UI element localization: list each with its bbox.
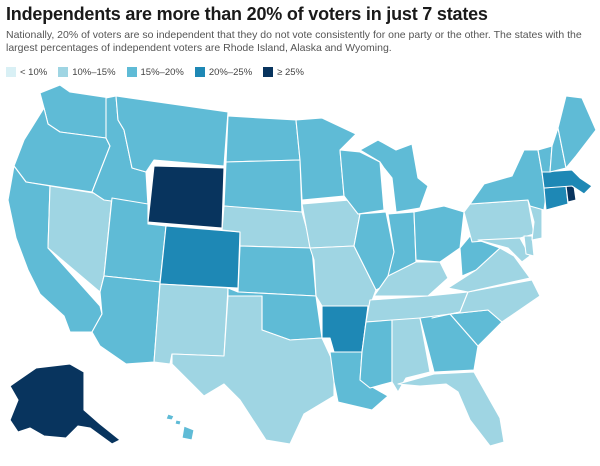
state-ri[interactable] [565, 185, 577, 203]
state-oh[interactable] [413, 205, 465, 263]
state-me[interactable] [557, 95, 597, 169]
legend-label: < 10% [20, 66, 48, 78]
legend-item: 20%–25% [194, 66, 253, 78]
legend-item: 15%–20% [126, 66, 184, 78]
state-fl[interactable] [397, 371, 505, 447]
legend-label: 10%–15% [72, 66, 116, 78]
state-mi[interactable] [359, 139, 429, 213]
legend-swatch [194, 67, 205, 77]
state-wi[interactable] [339, 149, 385, 215]
state-ma[interactable] [541, 169, 593, 195]
state-hi[interactable] [181, 425, 195, 441]
state-tx[interactable] [171, 295, 335, 445]
state-il[interactable] [353, 211, 395, 291]
legend-label: 15%–20% [140, 66, 184, 78]
legend: < 10% 10%–15% 15%–20% 20%–25% ≥ 25% [6, 66, 304, 78]
legend-swatch [126, 67, 137, 77]
state-ms[interactable] [359, 319, 393, 389]
state-md[interactable] [477, 237, 531, 263]
state-sd[interactable] [223, 159, 303, 215]
legend-item: ≥ 25% [263, 66, 304, 78]
state-wy[interactable] [147, 165, 225, 229]
state-nd[interactable] [225, 115, 301, 163]
state-pa[interactable] [463, 199, 535, 243]
state-ks[interactable] [237, 245, 317, 297]
legend-item: < 10% [6, 66, 47, 78]
legend-label: 20%–25% [208, 66, 253, 78]
state-hi-3[interactable] [174, 419, 182, 426]
map-subtitle: Nationally, 20% of voters are so indepen… [6, 29, 582, 54]
state-az[interactable] [91, 275, 161, 365]
state-de[interactable] [523, 235, 535, 257]
state-hi-2[interactable] [165, 413, 175, 421]
legend-item: 10%–15% [58, 66, 116, 78]
state-nc[interactable] [431, 279, 541, 323]
state-ct[interactable] [543, 185, 569, 211]
map-title: Independents are more than 20% of voters… [6, 4, 488, 24]
state-mt[interactable] [115, 95, 229, 173]
legend-swatch [58, 67, 69, 77]
state-nm[interactable] [153, 283, 229, 365]
legend-swatch [263, 67, 274, 77]
state-ny[interactable] [469, 149, 547, 211]
legend-swatch [6, 67, 16, 77]
state-co[interactable] [159, 225, 241, 289]
state-ak[interactable] [9, 363, 121, 445]
legend-label: ≥ 25% [277, 66, 305, 78]
state-ar[interactable] [321, 305, 369, 353]
state-ia[interactable] [301, 199, 361, 249]
